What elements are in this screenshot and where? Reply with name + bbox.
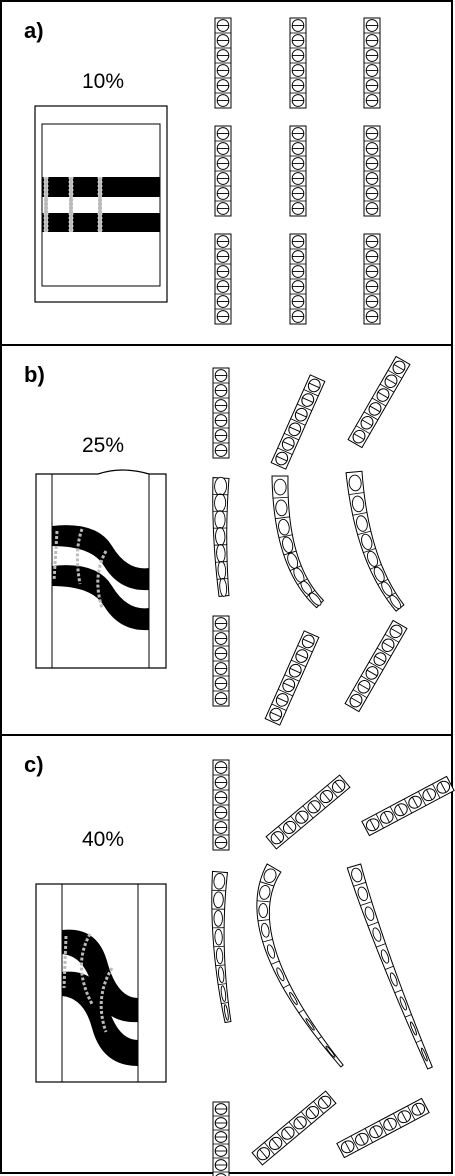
cell-nucleus [259,904,268,918]
cell-chain-inset [69,177,73,232]
cell-chain [213,1102,229,1176]
curved-chain [213,477,229,597]
cell-chain [215,18,231,108]
tilted-chain [271,375,325,469]
cell-chain [364,126,380,216]
cell-chain [213,368,229,458]
tilted-chain [362,776,454,835]
panel-b-drawing [2,346,455,738]
panel-b: b) 25% [0,344,453,736]
cell-nucleus [214,494,225,512]
tilted-chain [345,620,407,711]
panel-c: c) 40% [0,734,453,1174]
cell-chain [213,760,229,850]
cell-nucleus [213,892,223,908]
curved-chain [272,476,323,608]
cell-nucleus [215,527,225,545]
chain-outline [272,476,323,608]
cell-chain [290,126,306,216]
tilted-chain [265,631,319,725]
tilted-chain [266,775,350,849]
curved-chain [212,871,231,1022]
cell-chain [215,126,231,216]
tilted-chain [252,1091,336,1165]
cell-nucleus [215,929,223,945]
cell-nucleus [274,479,286,495]
tilted-chain [348,356,410,447]
cell-nucleus [215,511,225,529]
cell-chain [290,234,306,324]
panel-a-drawing [2,2,455,348]
cell-nucleus [325,1046,336,1058]
curved-chain [347,864,432,1069]
chain-outline [346,471,404,611]
panel-c-drawing [2,736,455,1176]
curved-chain [257,864,343,1067]
panel-a: a) 10% [0,0,453,346]
cell-chain-inset [98,177,102,232]
cell-divider [214,946,224,947]
cell-chain-inset [44,177,48,232]
cell-chain [213,616,229,706]
cell-nucleus [214,911,223,927]
cell-chain [364,18,380,108]
cell-nucleus [214,477,227,495]
cell-chain [290,18,306,108]
cell-chain [215,234,231,324]
tilted-chain [337,1098,429,1157]
cell-chain [364,234,380,324]
curved-chain [346,471,404,611]
